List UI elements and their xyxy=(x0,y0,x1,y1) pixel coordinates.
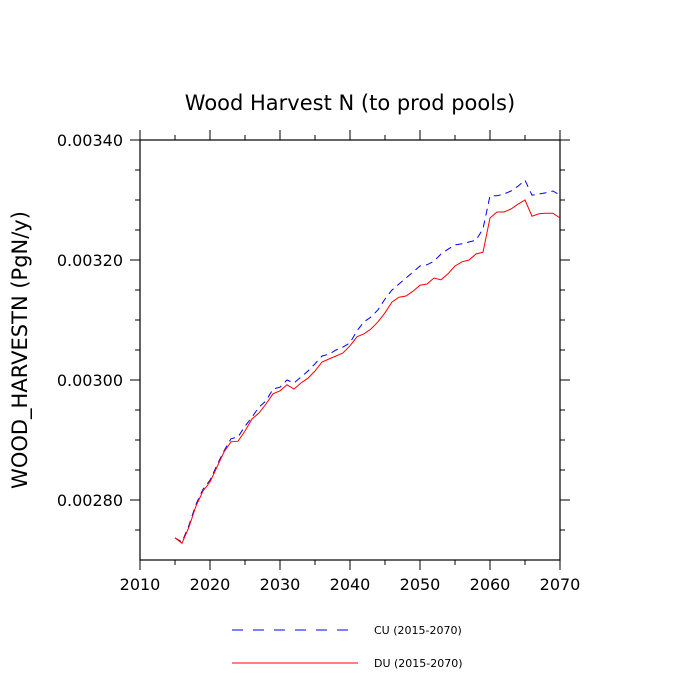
series-line-du xyxy=(174,199,561,544)
x-tick-label: 2030 xyxy=(260,575,301,594)
x-tick-label: 2040 xyxy=(330,575,371,594)
y-tick-label: 0.00340 xyxy=(57,131,123,150)
plot-area: 2010 2020 2030 2040 2050 2060 2070 0.00280 0.003… xyxy=(57,130,581,594)
x-tick-label: 2020 xyxy=(190,575,231,594)
legend: CU (2015-2070) DU (2015-2070) xyxy=(232,624,463,670)
y-tick-label: 0.00320 xyxy=(57,251,123,270)
y-axis-label: WOOD_HARVESTN (PgN/y) xyxy=(8,211,33,489)
chart-title: Wood Harvest N (to prod pools) xyxy=(185,91,515,115)
x-tick-label: 2050 xyxy=(400,575,441,594)
x-tick-label: 2010 xyxy=(120,575,161,594)
x-tick-label: 2070 xyxy=(540,575,581,594)
legend-label-cu: CU (2015-2070) xyxy=(374,624,462,637)
plot-frame xyxy=(139,139,561,561)
legend-label-du: DU (2015-2070) xyxy=(374,657,463,670)
x-tick-label: 2060 xyxy=(470,575,511,594)
y-tick-label: 0.00300 xyxy=(57,371,123,390)
y-tick-label: 0.00280 xyxy=(57,491,123,510)
series-line-cu xyxy=(174,179,561,543)
